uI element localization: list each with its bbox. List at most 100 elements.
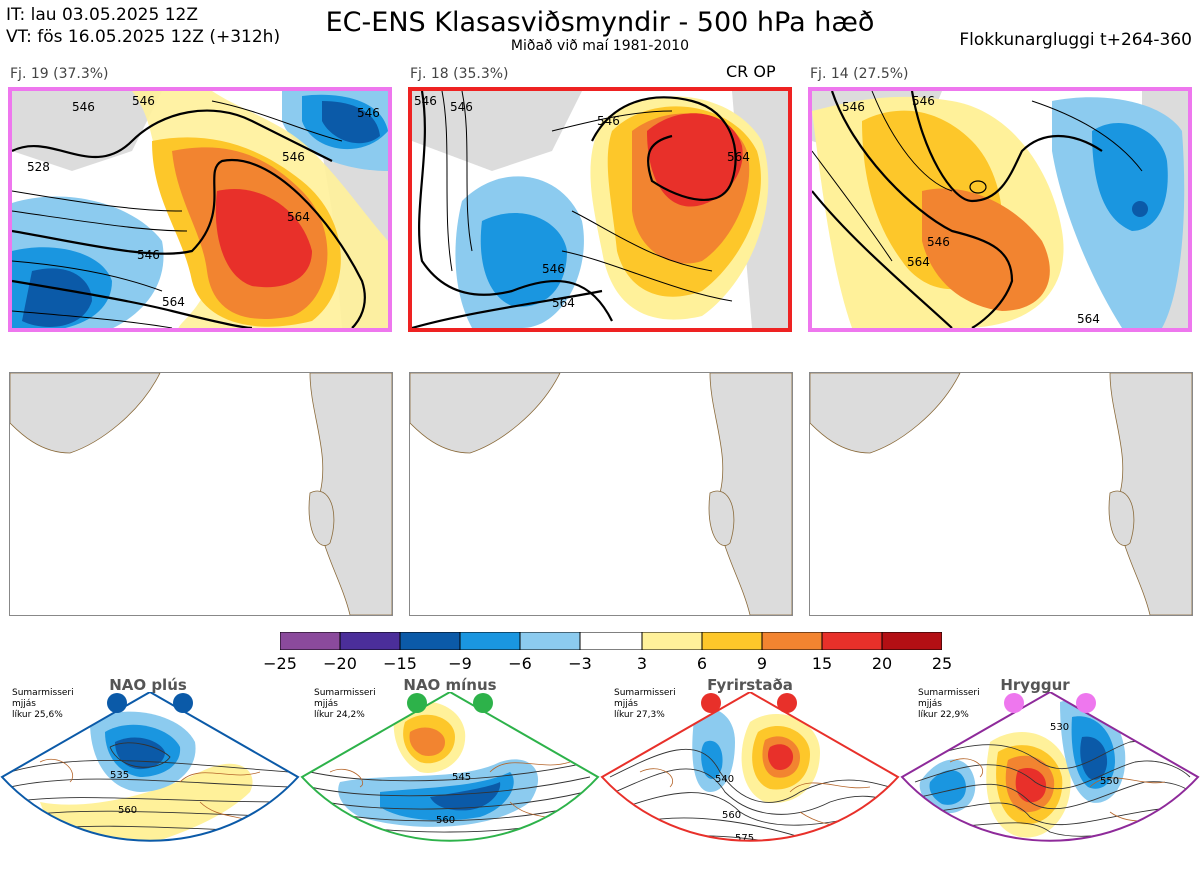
contour-label: 546 [414,94,437,108]
colorbar-tick: −3 [568,654,592,673]
contour-label: 546 [357,106,380,120]
colorbar-tick: −9 [448,654,472,673]
note-line: líkur 25,6% [12,710,63,720]
cluster-map-2[interactable]: 546 546 564 546 564 546 [408,87,792,332]
contour-label: 546 [927,235,950,249]
regime-map-nao-minus[interactable]: 545 560 575 [300,692,600,871]
regime-map-nao-plus[interactable]: 535 560 [0,692,300,871]
regime-map-blocking[interactable]: 540 560 575 [600,692,900,871]
colorbar-swatch [519,631,581,651]
note-line: Sumarmisseri [614,688,676,698]
colorbar-swatch [339,631,401,651]
cluster-window: Flokkunargluggi t+264-360 [959,30,1192,50]
note-line: mjjás [918,699,942,709]
contour-label: 560 [118,805,137,816]
contour-label: 540 [715,774,734,785]
colorbar-tick: 6 [696,654,708,673]
regime-note-nao-minus: Sumarmisseri mjjás líkur 24,2% [314,688,376,721]
contour-label: 575 [735,833,754,844]
contour-label: 546 [72,100,95,114]
note-line: mjjás [12,699,36,709]
note-line: líkur 22,9% [918,710,969,720]
regime-frame [600,692,900,842]
blank-map-3[interactable] [809,372,1193,616]
colorbar-swatch [881,631,943,651]
contour-label: 550 [1100,776,1119,787]
regime-dot-icon [173,693,193,713]
note-line: Sumarmisseri [314,688,376,698]
valid-time: VT: fös 16.05.2025 12Z (+312h) [6,27,281,47]
contour-label: 560 [722,810,741,821]
page-subtitle: Miðað við maí 1981-2010 [510,38,690,54]
note-line: mjjás [614,699,638,709]
regime-frame [0,692,300,842]
regime-note-blocking: Sumarmisseri mjjás líkur 27,3% [614,688,676,721]
colorbar-swatch [821,631,883,651]
page-title: EC-ENS Klasasviðsmyndir - 500 hPa hæð [325,7,875,38]
blank-map-2[interactable] [409,372,793,616]
contour-label: 560 [436,815,455,826]
note-line: mjjás [314,699,338,709]
contour-label: 564 [552,296,575,310]
contour-label: 564 [287,210,310,224]
regime-title-nao-minus: NAO mínus [403,676,497,694]
colorbar-tick: 25 [931,654,953,673]
contour-label: 546 [842,100,865,114]
regime-dot-icon [1004,693,1024,713]
contour-label: 564 [727,150,750,164]
colorbar-swatch [641,631,703,651]
note-line: Sumarmisseri [12,688,74,698]
contour-label: 564 [907,255,930,269]
cluster-label-1: Fj. 19 (37.3%) [10,66,109,82]
colorbar-swatch [459,631,521,651]
regime-map-ridge[interactable]: 530 550 575 [900,692,1200,871]
note-line: Sumarmisseri [918,688,980,698]
regime-frame [900,692,1200,842]
contour-label: 564 [1077,312,1100,326]
init-time: IT: lau 03.05.2025 12Z [6,5,198,25]
colorbar [279,631,943,651]
regime-dot-icon [1076,693,1096,713]
contour-label: 528 [27,160,50,174]
colorbar-swatch [579,631,643,651]
regime-dot-icon [407,693,427,713]
contour-label: 546 [597,114,620,128]
colorbar-swatch [279,631,341,651]
contour-label: 564 [162,295,185,309]
contour-label: 546 [542,262,565,276]
contour-label: 546 [912,94,935,108]
contour-label: 575 [1093,837,1112,848]
cluster-map-3[interactable]: 546 546 564 546 564 [808,87,1192,332]
colorbar-tick: 20 [871,654,893,673]
colorbar-swatch [399,631,461,651]
regime-dot-icon [701,693,721,713]
colorbar-tick: 3 [636,654,648,673]
regime-dot-icon [777,693,797,713]
colorbar-tick: 9 [756,654,768,673]
contour-label: 546 [132,94,155,108]
contour-label: 530 [1050,722,1069,733]
colorbar-tick: 15 [811,654,833,673]
note-line: líkur 24,2% [314,710,365,720]
run-info: IT: lau 03.05.2025 12Z VT: fös 16.05.202… [6,4,280,48]
contour-label: 535 [110,770,129,781]
colorbar-tick: −25 [263,654,297,673]
regime-title-nao-plus: NAO plús [109,676,187,694]
regime-note-nao-plus: Sumarmisseri mjjás líkur 25,6% [12,688,74,721]
colorbar-swatch [701,631,763,651]
cluster-label-3: Fj. 14 (27.5%) [810,66,909,82]
blank-map-1[interactable] [9,372,393,616]
contour-label: 575 [446,850,465,861]
contour-label: 546 [282,150,305,164]
regime-dot-icon [107,693,127,713]
contour-label: 546 [450,100,473,114]
regime-frame [300,692,600,842]
note-line: líkur 27,3% [614,710,665,720]
control-operational-tag: CR OP [726,62,776,81]
regime-title-blocking: Fyrirstaða [707,676,793,694]
regime-title-ridge: Hryggur [1000,676,1070,694]
colorbar-tick: −15 [383,654,417,673]
regime-dot-icon [473,693,493,713]
cluster-map-1[interactable]: 546 546 564 528 546 546 564 546 [8,87,392,332]
colorbar-swatch [761,631,823,651]
